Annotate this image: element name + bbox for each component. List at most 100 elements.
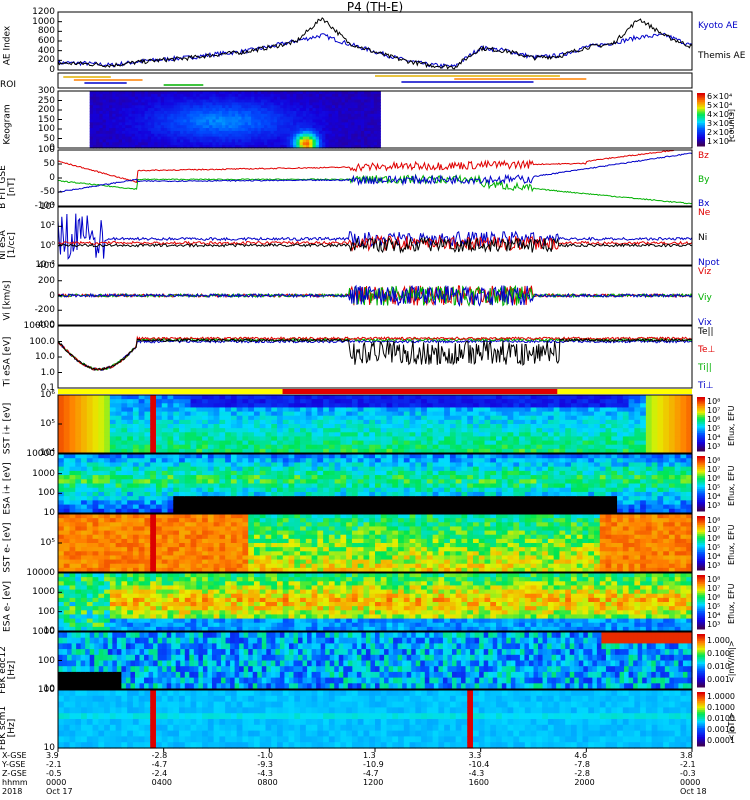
sst_ion-cell: [317, 403, 324, 409]
keogram-cell: [280, 116, 285, 121]
esa_ion-cell: [398, 462, 405, 468]
sst_ion-cell: [588, 407, 595, 413]
esa_ion-cell: [501, 487, 509, 493]
sst_ion-cell: [421, 399, 428, 404]
sst_ion-cell: [536, 424, 543, 429]
esa_ion-cell: [570, 458, 578, 464]
esa_ion-cell: [288, 504, 295, 510]
keogram-cell: [351, 91, 356, 95]
keogram-cell: [209, 139, 213, 143]
keogram-cell: [306, 122, 310, 126]
esa_ion-cell: [357, 500, 365, 506]
esa_ion-cell: [317, 466, 324, 472]
sst_ion-cell: [634, 444, 641, 450]
keogram-cell: [125, 99, 130, 103]
keogram-cell: [102, 99, 107, 103]
keogram-cell: [157, 116, 162, 121]
keogram-cell: [89, 99, 94, 103]
sst_ion-cell: [409, 444, 416, 450]
esa_ion-cell: [594, 479, 601, 485]
esa_ion-cell: [213, 483, 220, 489]
sst_ion-cell: [634, 395, 641, 400]
sst_ion-cell: [69, 399, 76, 404]
keogram-cell: [328, 130, 333, 135]
esa_ion-cell: [259, 470, 267, 476]
sst_ion-cell: [225, 432, 232, 438]
esa_ion-cell: [127, 454, 134, 459]
esa_ion-cell: [657, 487, 664, 493]
keogram-cell: [92, 108, 97, 112]
esa_ion-cell: [179, 483, 186, 489]
sst_ion-cell: [184, 444, 192, 450]
keogram-cell: [318, 142, 323, 146]
keogram-cell: [260, 110, 265, 115]
sst_ion-cell: [634, 407, 641, 413]
keogram-cell: [89, 119, 94, 123]
esa_ion-cell: [92, 462, 99, 468]
esa_ion-cell: [617, 466, 624, 472]
esa_ion-cell: [167, 500, 174, 506]
esa_ion-cell: [513, 466, 520, 472]
keogram-cell: [196, 102, 201, 106]
keogram-cell: [293, 119, 297, 123]
keogram-cell: [147, 110, 152, 115]
keogram-cell: [354, 110, 359, 115]
keogram-cell: [144, 128, 149, 132]
keogram-cell: [199, 96, 204, 101]
sst_ion-cell: [288, 428, 295, 433]
keogram-cell: [289, 122, 294, 126]
keogram-cell: [257, 139, 262, 143]
sst_ion-cell: [213, 444, 220, 450]
esa_ion-cell: [415, 496, 422, 501]
sst_ion-cell: [300, 444, 307, 450]
keogram-cell: [241, 119, 246, 123]
keogram-cell: [96, 139, 100, 143]
esa_ion-cell: [248, 479, 255, 485]
esa_ion-cell: [346, 458, 353, 464]
esa_ion-cell: [403, 504, 411, 510]
sst_ion-cell: [219, 424, 226, 429]
esa_ion-cell: [81, 504, 88, 510]
esa_ion-cell: [380, 475, 388, 480]
esa_ion-cell: [530, 454, 537, 459]
sst_ion-cell: [155, 444, 163, 450]
keogram-cell: [267, 128, 272, 132]
keogram-cell: [131, 99, 136, 103]
esa_ion-cell: [196, 470, 203, 476]
sst_ion-cell: [484, 432, 491, 438]
esa_ion-cell: [375, 491, 382, 497]
esa_ion-cell: [282, 491, 290, 497]
keogram-cell: [92, 145, 97, 149]
keogram-cell: [99, 145, 104, 149]
sst_ion-cell: [403, 424, 411, 429]
keogram-cell: [180, 116, 184, 121]
sst_ion-cell: [323, 411, 330, 417]
keogram-cell: [338, 139, 343, 143]
esa_ion-cell: [346, 479, 353, 485]
sst_ion-cell: [81, 448, 88, 454]
keogram-cell: [105, 91, 110, 95]
keogram-cell: [157, 108, 162, 112]
sst_ion-cell: [472, 419, 480, 425]
esa_ion-cell: [432, 483, 439, 489]
esa_ion-cell: [328, 475, 336, 480]
esa_ion-cell: [645, 491, 653, 497]
sst_ion-cell: [380, 415, 388, 421]
esa_ion-cell: [236, 454, 244, 459]
keogram-cell: [241, 113, 246, 118]
keogram-cell: [125, 105, 130, 109]
keogram-cell: [280, 99, 285, 103]
esa_ion-cell: [657, 504, 664, 510]
keogram-cell: [205, 102, 210, 106]
esa_ion-cell: [219, 458, 226, 464]
sst_ion-cell: [403, 440, 411, 446]
sst_ion-cell: [576, 419, 584, 425]
keogram-cell: [302, 105, 307, 109]
keogram-cell: [160, 96, 165, 101]
keogram-cell: [183, 133, 188, 138]
sst_ion-cell: [155, 424, 163, 429]
esa_ion-cell: [651, 454, 659, 459]
sst_ion-cell: [375, 419, 382, 425]
keogram-cell: [193, 102, 197, 106]
keogram-cell: [193, 99, 197, 103]
